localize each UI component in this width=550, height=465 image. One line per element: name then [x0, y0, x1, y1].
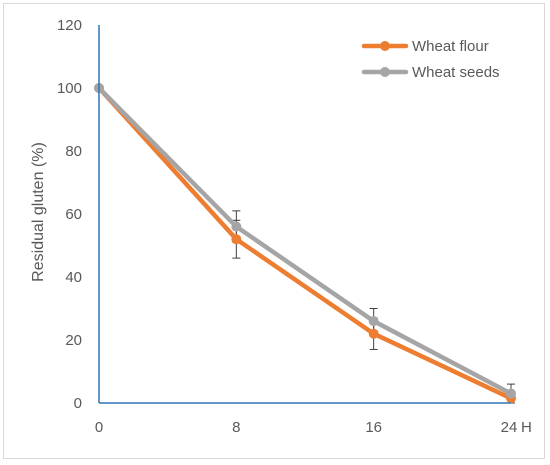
y-tick-label: 100: [57, 80, 82, 97]
y-tick-label: 60: [65, 206, 82, 223]
x-tick-label: 8: [232, 419, 240, 436]
y-axis-title: Residual gluten (%): [30, 142, 47, 282]
y-tick-label: 0: [74, 395, 82, 412]
wheat-flour-data-point: [368, 328, 379, 339]
legend-wheat-seeds-label: Wheat seeds: [412, 64, 500, 81]
tick-labels: 0 20 40 60 80 100 120 0 8 16 24: [57, 17, 517, 436]
x-tick-label: 0: [95, 419, 103, 436]
chart-frame: [3, 3, 545, 459]
y-tick-label: 40: [65, 269, 82, 286]
wheat-seeds-data-point: [368, 316, 379, 327]
wheat-flour-series-line: [96, 85, 514, 401]
wheat-seeds-data-point: [506, 388, 516, 399]
x-axis-unit-label: H: [521, 419, 532, 436]
legend: Wheat flour Wheat seeds: [361, 38, 500, 81]
y-tick-label: 20: [65, 332, 82, 349]
legend-wheat-flour-label: Wheat flour: [412, 38, 489, 55]
series-layer: [94, 83, 516, 404]
y-tick-label: 80: [65, 143, 82, 160]
x-tick-label: 24: [501, 419, 518, 436]
legend-wheat-seeds-marker: [380, 67, 390, 77]
axes: [98, 25, 511, 404]
legend-wheat-flour-marker: [380, 41, 390, 51]
x-tick-label: 16: [365, 419, 382, 436]
wheat-flour-data-point: [231, 234, 242, 245]
wheat-seeds-data-point: [231, 221, 242, 232]
wheat-seeds-series-line: [96, 85, 514, 396]
y-tick-label: 120: [57, 17, 82, 34]
